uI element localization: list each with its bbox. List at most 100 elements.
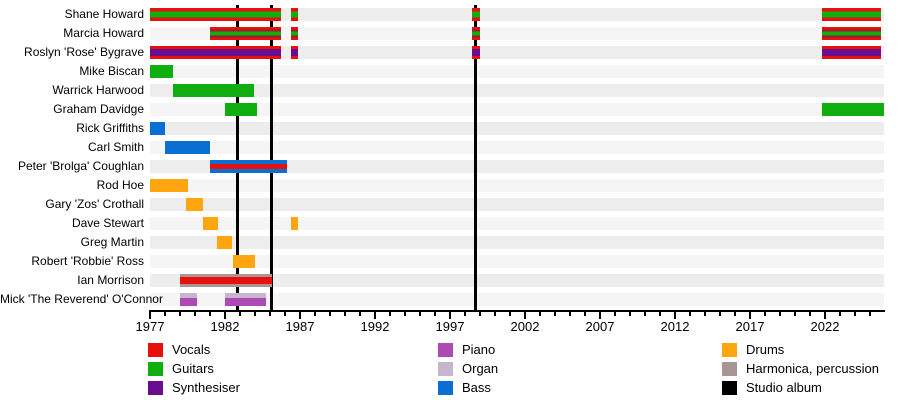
timeline-bar <box>186 198 204 211</box>
member-label: Roslyn 'Rose' Bygrave <box>24 45 144 59</box>
legend-label: Vocals <box>172 342 211 357</box>
legend-column: Piano Organ Bass <box>438 340 498 397</box>
axis-major-tick <box>299 312 301 319</box>
axis-minor-tick <box>659 312 661 316</box>
studio-album-line <box>270 5 273 310</box>
axis-minor-tick <box>464 312 466 316</box>
timeline-bar <box>822 27 882 40</box>
axis-major-tick <box>449 312 451 319</box>
timeline-bar <box>210 27 282 40</box>
legend-label: Organ <box>462 361 499 376</box>
timeline-bar <box>216 236 233 249</box>
axis-minor-tick <box>839 312 841 316</box>
timeline-bar <box>150 46 282 59</box>
axis-minor-tick <box>584 312 586 316</box>
axis-major-tick <box>224 312 226 319</box>
legend-item: Synthesiser <box>148 378 240 397</box>
member-label: Mike Biscan <box>79 64 144 78</box>
studio-album-line <box>235 5 239 310</box>
album-legend-swatch <box>722 380 737 395</box>
vocals-legend-swatch <box>148 342 163 357</box>
legend-label: Synthesiser <box>172 380 240 395</box>
member-row-band <box>150 103 884 116</box>
timeline-bar <box>291 217 298 230</box>
axis-major-tick <box>749 312 751 319</box>
axis-minor-tick <box>359 312 361 316</box>
axis-tick-label: 1987 <box>285 319 315 334</box>
member-row-band <box>150 46 884 59</box>
plot-area: Shane Howard Marcia Howard Roslyn 'Rose' B… <box>0 5 885 334</box>
timeline-bar <box>150 8 282 21</box>
studio-album-line <box>474 5 477 310</box>
member-label: Mick 'The Reverend' O'Connor <box>0 292 163 306</box>
axis-tick-label: 1977 <box>135 319 165 334</box>
axis-minor-tick <box>404 312 406 316</box>
axis-minor-tick <box>209 312 211 316</box>
axis-major-tick <box>524 312 526 319</box>
axis-tick-label: 2017 <box>735 319 765 334</box>
timeline-bar <box>180 293 197 306</box>
timeline-bar <box>822 103 884 116</box>
axis-minor-tick <box>704 312 706 316</box>
member-label: Graham Davidge <box>53 102 144 116</box>
guitars-legend-swatch <box>148 361 163 376</box>
member-row-band <box>150 160 884 173</box>
member-row-band <box>150 8 884 21</box>
member-label: Rick Griffiths <box>76 121 144 135</box>
axis-major-tick <box>374 312 376 319</box>
member-row-band <box>150 255 884 268</box>
legend-item: Vocals <box>148 340 240 359</box>
axis-minor-tick <box>554 312 556 316</box>
member-row-band <box>150 179 884 192</box>
axis-tick-label: 2007 <box>585 319 615 334</box>
axis-tick-label: 1982 <box>210 319 240 334</box>
axis-minor-tick <box>434 312 436 316</box>
axis-minor-tick <box>809 312 811 316</box>
axis-tick-label: 2002 <box>510 319 540 334</box>
axis-minor-tick <box>494 312 496 316</box>
timeline-bar <box>822 8 882 21</box>
member-label: Rod Hoe <box>96 178 144 192</box>
axis-minor-tick <box>854 312 856 316</box>
synthesiser-legend-swatch <box>148 380 163 395</box>
legend-column: Drums Harmonica, percussion Studio album <box>722 340 879 397</box>
x-axis-line <box>149 310 885 312</box>
timeline-bar <box>471 27 480 40</box>
axis-minor-tick <box>689 312 691 316</box>
timeline-bar <box>232 255 255 268</box>
drums-legend-swatch <box>722 342 737 357</box>
timeline-bar <box>291 27 298 40</box>
legend-item: Drums <box>722 340 879 359</box>
axis-minor-tick <box>314 312 316 316</box>
timeline-bar <box>150 122 165 135</box>
axis-major-tick <box>674 312 676 319</box>
axis-minor-tick <box>344 312 346 316</box>
member-row-band <box>150 198 884 211</box>
legend-column: Vocals Guitars Synthesiser <box>148 340 240 397</box>
member-row-band <box>150 274 884 287</box>
legend-label: Studio album <box>746 380 822 395</box>
member-row-band <box>150 293 884 306</box>
axis-minor-tick <box>734 312 736 316</box>
axis-minor-tick <box>479 312 481 316</box>
axis-minor-tick <box>179 312 181 316</box>
legend-label: Drums <box>746 342 785 357</box>
axis-minor-tick <box>779 312 781 316</box>
timeline-bar <box>202 217 219 230</box>
timeline-bar <box>150 65 173 78</box>
axis-minor-tick <box>194 312 196 316</box>
timeline-bar <box>291 8 298 21</box>
axis-minor-tick <box>764 312 766 316</box>
timeline-bar <box>291 46 298 59</box>
axis-minor-tick <box>869 312 871 316</box>
axis-minor-tick <box>569 312 571 316</box>
axis-minor-tick <box>614 312 616 316</box>
timeline-bar <box>471 46 480 59</box>
legend-item: Guitars <box>148 359 240 378</box>
bass-legend-swatch <box>438 380 453 395</box>
harmonica-legend-swatch <box>722 361 737 376</box>
member-label: Peter 'Brolga' Coughlan <box>18 159 144 173</box>
member-row-band <box>150 141 884 154</box>
member-row-band <box>150 217 884 230</box>
legend-item: Harmonica, percussion <box>722 359 879 378</box>
